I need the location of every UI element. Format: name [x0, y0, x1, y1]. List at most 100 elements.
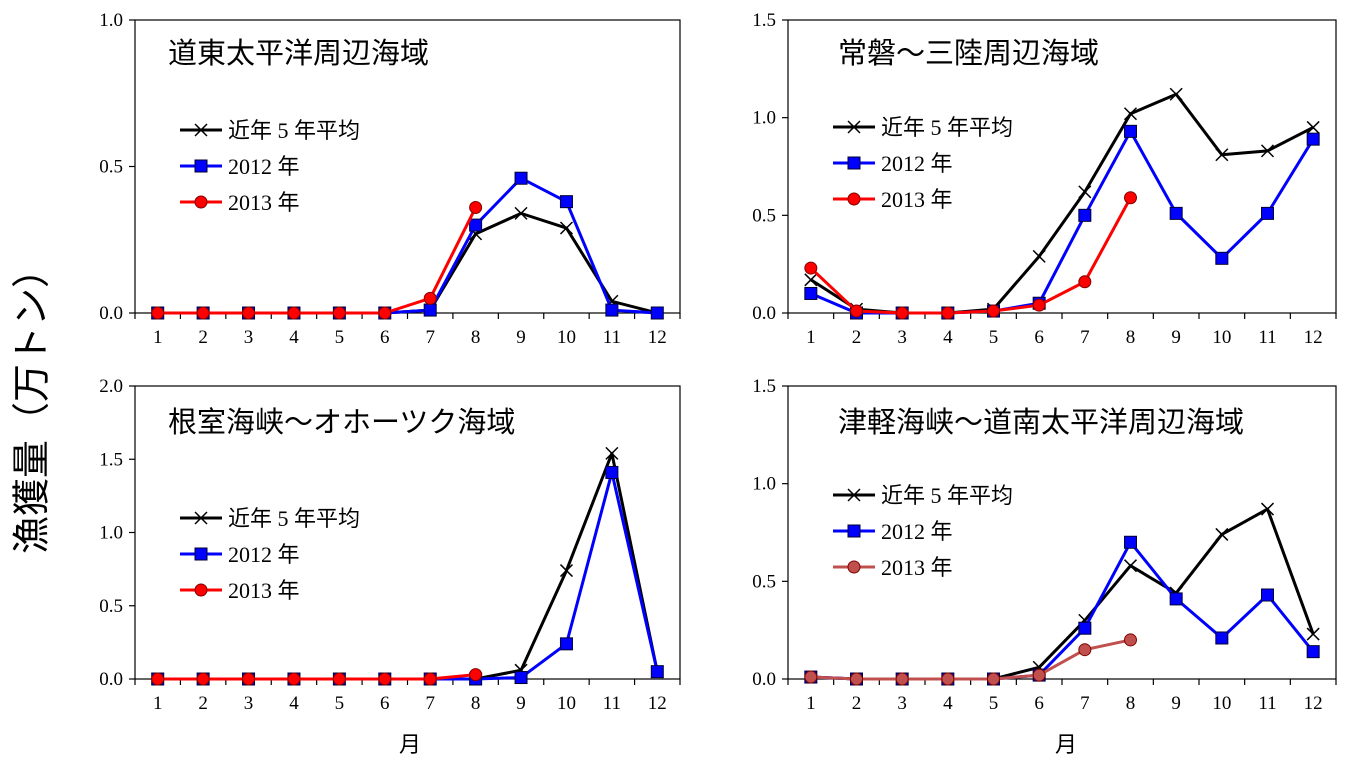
data-point — [850, 304, 863, 318]
data-point — [151, 672, 165, 686]
data-point — [287, 306, 301, 320]
series-line — [157, 673, 476, 681]
x-tick-label: 2 — [852, 327, 862, 348]
data-point — [1306, 120, 1320, 134]
series-circle — [804, 633, 1137, 686]
x-tick-label: 5 — [335, 327, 345, 348]
legend-marker — [194, 123, 208, 137]
x-tick-label: 3 — [897, 327, 907, 348]
data-point — [559, 564, 573, 578]
y-tick-label: 2.0 — [99, 376, 123, 397]
data-point — [1124, 633, 1137, 647]
data-point — [850, 672, 863, 686]
data-point — [378, 306, 392, 320]
x-tick-label: 5 — [335, 693, 345, 714]
x-axis-label-left: 月 — [399, 733, 421, 758]
x-tick-label: 4 — [943, 693, 953, 714]
x-tick-label: 4 — [289, 693, 299, 714]
x-tick-label: 9 — [1171, 693, 1181, 714]
legend-marker — [847, 192, 861, 206]
legend-entry: 2012 年 — [180, 154, 300, 179]
data-point — [650, 306, 664, 320]
data-point — [196, 672, 210, 686]
data-point — [1215, 631, 1229, 645]
data-point — [605, 303, 619, 317]
x-tick-label: 10 — [557, 693, 576, 714]
y-tick-label: 1.0 — [752, 474, 776, 495]
data-point — [1306, 645, 1320, 659]
series-circle — [151, 668, 483, 686]
chart-title: 津軽海峡～道南太平洋周辺海域 — [838, 405, 1244, 439]
series-line — [157, 211, 658, 315]
legend-marker — [194, 511, 208, 525]
data-point — [151, 306, 165, 320]
x-tick-label: 2 — [852, 693, 862, 714]
data-point — [987, 304, 1000, 318]
chart-panel-4: 0.00.51.01.51 2 3 4 5 6 7 8 9 10 11 12津軽海峡～道南太平洋周辺海… — [752, 376, 1337, 714]
legend-label: 2012 年 — [228, 154, 300, 179]
data-point — [196, 306, 210, 320]
x-tick-label: 7 — [425, 327, 435, 348]
y-tick-label: 0.5 — [99, 157, 123, 178]
data-point — [514, 206, 528, 220]
x-tick-label: 2 — [198, 693, 208, 714]
data-point — [804, 670, 818, 684]
x-tick-label: 3 — [244, 327, 254, 348]
x-tick-label: 1 — [153, 693, 163, 714]
data-point — [1123, 107, 1138, 121]
data-point — [1261, 206, 1274, 220]
legend-marker — [194, 583, 208, 597]
legend-label: 近年 5 年平均 — [228, 118, 360, 143]
y-tick-label: 0.5 — [752, 205, 776, 226]
series-line — [809, 197, 1132, 315]
y-tick-label: 0.0 — [752, 303, 776, 324]
data-point — [605, 446, 619, 460]
legend-entry: 近年 5 年平均 — [180, 118, 360, 143]
data-point — [423, 303, 437, 317]
x-tick-label: 2 — [198, 327, 208, 348]
data-point — [605, 465, 619, 479]
y-tick-label: 1.0 — [99, 10, 123, 31]
y-tick-label: 0.0 — [99, 303, 123, 324]
data-point — [1215, 251, 1229, 265]
legend-label: 2013 年 — [228, 190, 300, 215]
series-square — [151, 465, 664, 686]
x-tick-label: 11 — [1258, 327, 1276, 348]
data-point — [1260, 502, 1275, 516]
x-tick-label: 1 — [806, 327, 816, 348]
data-point — [469, 668, 483, 682]
x-tick-label: 10 — [557, 327, 576, 348]
x-tick-label: 5 — [989, 693, 999, 714]
legend-label: 2013 年 — [228, 578, 300, 603]
data-point — [804, 273, 818, 287]
x-tick-label: 9 — [1171, 327, 1181, 348]
data-point — [287, 672, 301, 686]
series-x — [151, 206, 664, 320]
data-point — [423, 672, 437, 686]
x-tick-label: 12 — [648, 327, 667, 348]
data-point — [650, 665, 664, 679]
legend-entry: 2013 年 — [180, 190, 300, 215]
legend-label: 近年 5 年平均 — [228, 506, 360, 531]
data-point — [423, 291, 437, 305]
data-point — [1306, 132, 1320, 146]
data-point — [1078, 185, 1092, 199]
x-tick-label: 4 — [289, 327, 299, 348]
legend-label: 2013 年 — [881, 555, 953, 580]
y-tick-label: 1.0 — [752, 108, 776, 129]
legend-entry: 近年 5 年平均 — [833, 115, 1013, 140]
legend-entry: 2012 年 — [180, 542, 300, 567]
data-point — [1306, 627, 1320, 641]
x-tick-label: 7 — [1080, 327, 1090, 348]
legend-entry: 2013 年 — [180, 578, 300, 603]
data-point — [1215, 527, 1229, 541]
y-tick-label: 1.0 — [99, 523, 123, 544]
series-line — [157, 470, 659, 681]
data-point — [1169, 592, 1183, 606]
legend-entry: 近年 5 年平均 — [180, 506, 360, 531]
x-tick-label: 8 — [471, 693, 481, 714]
data-point — [1123, 559, 1138, 573]
x-tick-label: 7 — [1080, 693, 1090, 714]
